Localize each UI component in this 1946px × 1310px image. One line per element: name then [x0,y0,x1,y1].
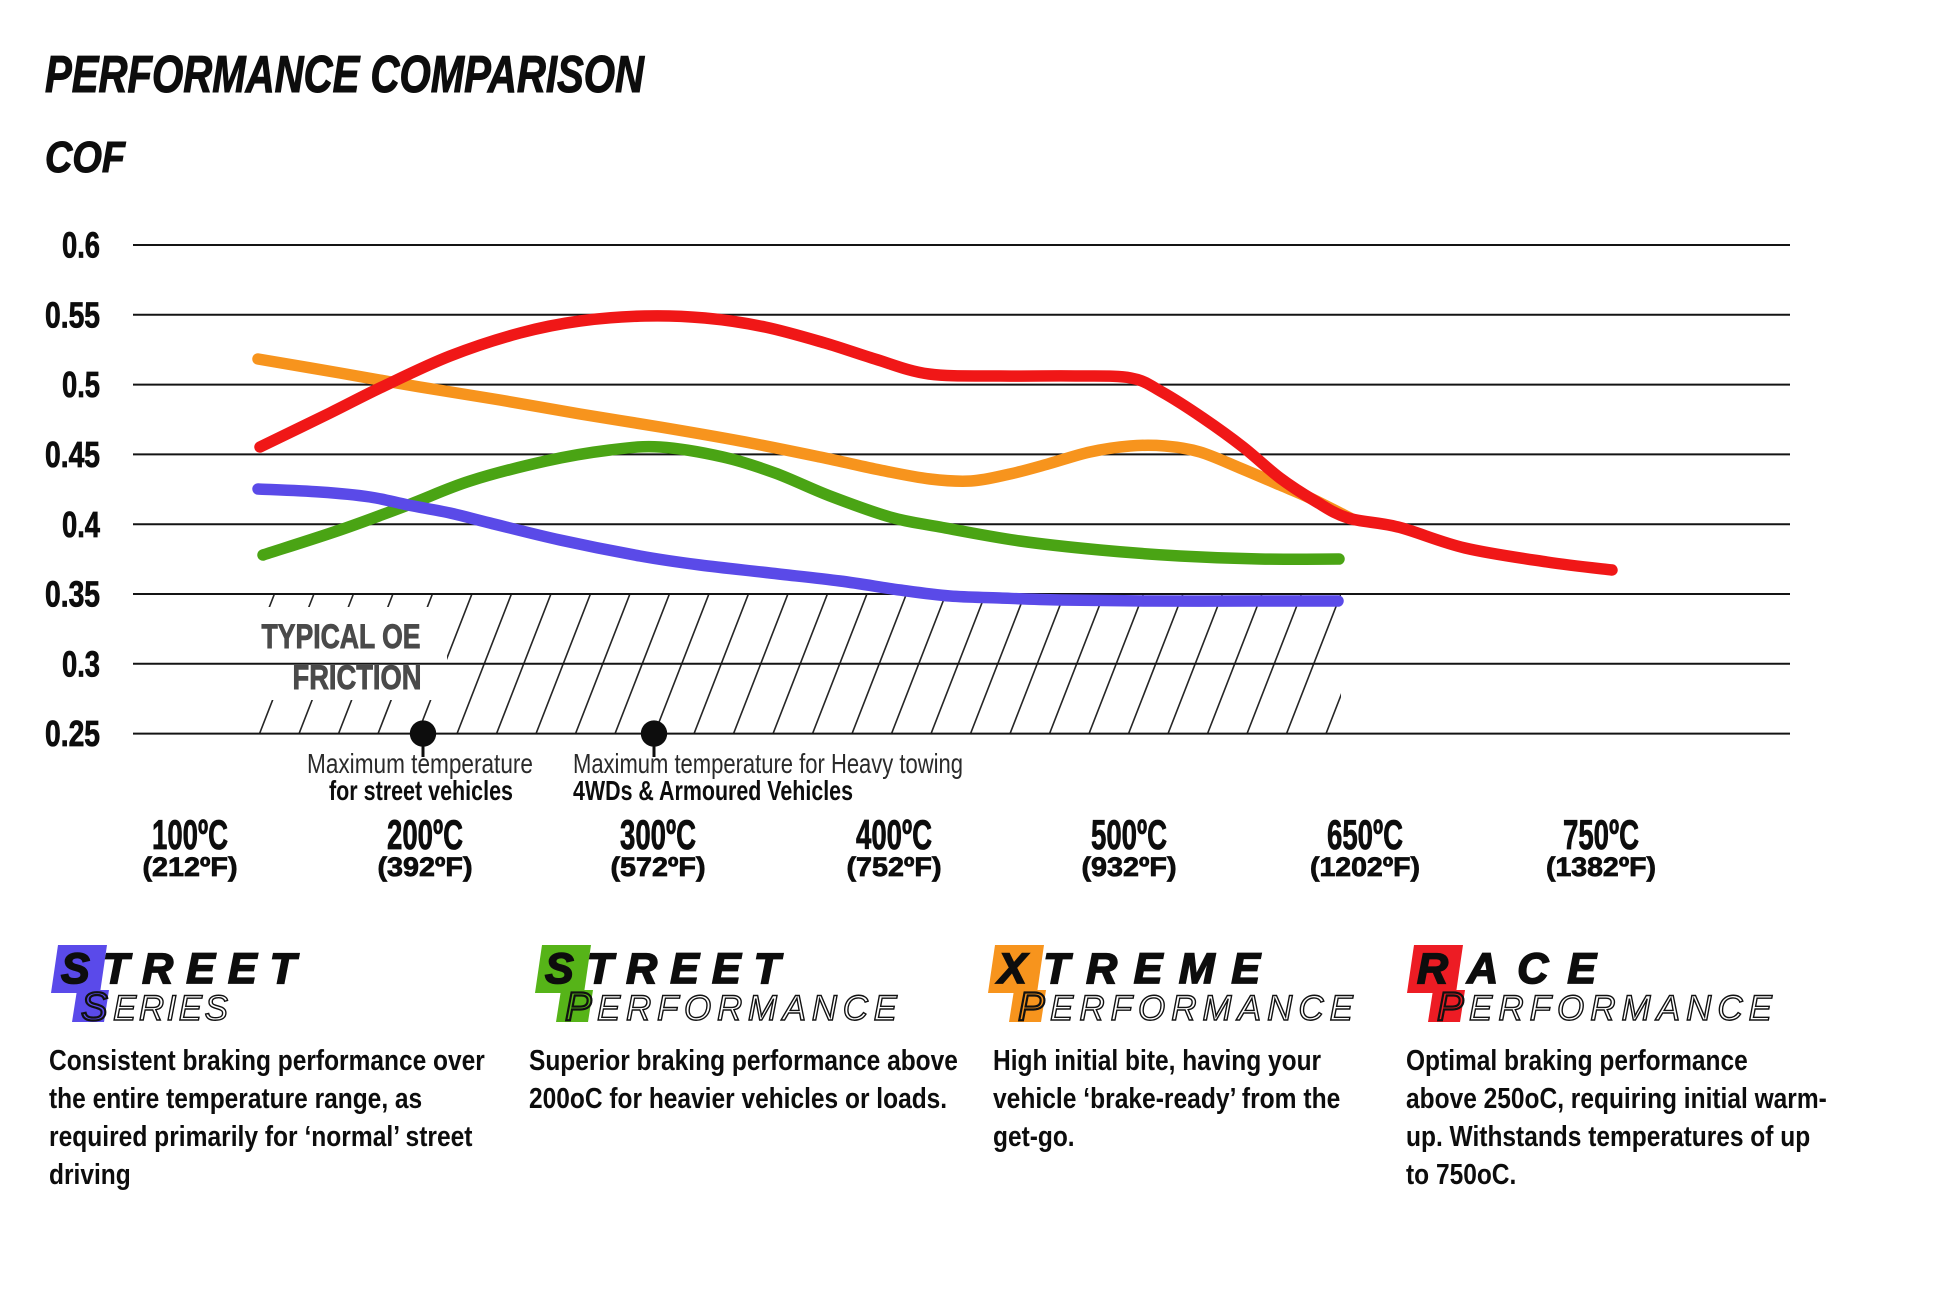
svg-text:ERFORMANCE: ERFORMANCE [1050,989,1354,1028]
svg-text:200ºC: 200ºC [387,811,463,858]
svg-text:P: P [1437,985,1464,1029]
svg-text:ERFORMANCE: ERFORMANCE [1469,989,1773,1028]
svg-text:650ºC: 650ºC [1327,811,1403,858]
svg-text:ERFORMANCE: ERFORMANCE [597,989,898,1028]
svg-text:FRICTION: FRICTION [293,659,422,697]
svg-text:200oC for heavier vehicles or: 200oC for heavier vehicles or loads. [529,1083,947,1115]
svg-text:get-go.: get-go. [993,1121,1075,1153]
svg-text:the entire temperature range,: the entire temperature range, as [49,1083,422,1115]
svg-text:300ºC: 300ºC [620,811,696,858]
svg-text:750ºC: 750ºC [1563,811,1639,858]
svg-text:0.3: 0.3 [62,643,100,684]
svg-text:0.45: 0.45 [45,434,100,475]
svg-text:(212ºF): (212ºF) [143,852,238,882]
svg-text:(572ºF): (572ºF) [611,852,706,882]
svg-text:100ºC: 100ºC [152,811,228,858]
svg-text:S: S [81,985,108,1029]
svg-text:0.6: 0.6 [62,225,100,266]
svg-text:500ºC: 500ºC [1091,811,1167,858]
svg-text:Superior braking performance a: Superior braking performance above [529,1045,958,1077]
svg-text:0.5: 0.5 [62,364,100,405]
svg-text:Maximum temperature: Maximum temperature [307,748,533,779]
svg-text:P: P [1018,985,1045,1029]
svg-text:0.35: 0.35 [45,574,100,615]
svg-text:(1382ºF): (1382ºF) [1546,852,1656,882]
svg-text:Consistent braking performance: Consistent braking performance over [49,1045,485,1077]
svg-text:(1202ºF): (1202ºF) [1310,852,1420,882]
svg-text:(932ºF): (932ºF) [1082,852,1177,882]
svg-text:PERFORMANCE COMPARISON: PERFORMANCE COMPARISON [45,46,645,104]
svg-text:above 250oC, requiring initial: above 250oC, requiring initial warm- [1406,1083,1827,1115]
svg-text:COF: COF [45,133,126,182]
svg-text:High initial bite, having your: High initial bite, having your [993,1045,1321,1077]
svg-text:0.55: 0.55 [45,294,100,335]
svg-text:ERIES: ERIES [113,989,228,1028]
svg-text:for street vehicles: for street vehicles [329,775,513,806]
svg-text:P: P [565,985,592,1029]
svg-text:vehicle ‘brake-ready’ from the: vehicle ‘brake-ready’ from the [993,1083,1340,1115]
svg-text:up. Withstands temperatures of: up. Withstands temperatures of up [1406,1121,1810,1153]
svg-text:Optimal braking performance: Optimal braking performance [1406,1045,1748,1077]
svg-text:required primarily for ‘normal: required primarily for ‘normal’ street [49,1121,473,1153]
svg-text:(392ºF): (392ºF) [378,852,473,882]
svg-text:0.25: 0.25 [45,713,100,754]
svg-text:0.4: 0.4 [62,504,100,545]
svg-text:Maximum temperature for Heavy: Maximum temperature for Heavy towing [573,748,963,779]
svg-text:(752ºF): (752ºF) [847,852,942,882]
svg-text:driving: driving [49,1159,131,1191]
svg-text:to 750oC.: to 750oC. [1406,1159,1516,1191]
svg-text:TYPICAL OE: TYPICAL OE [262,618,421,656]
svg-text:400ºC: 400ºC [856,811,932,858]
svg-text:4WDs & Armoured Vehicles: 4WDs & Armoured Vehicles [573,775,853,806]
